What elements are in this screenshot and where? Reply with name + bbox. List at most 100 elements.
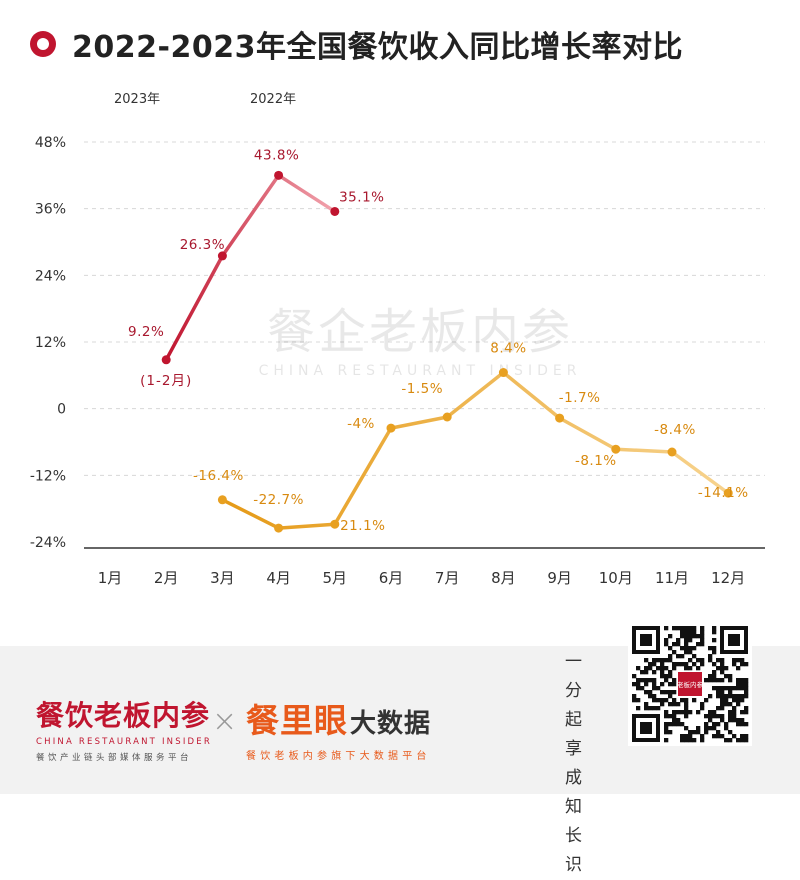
qr-module <box>708 678 713 683</box>
qr-module <box>716 714 721 719</box>
qr-module <box>700 738 705 743</box>
qr-module <box>692 698 697 703</box>
x-tick-label: 5月 <box>323 569 348 587</box>
qr-module <box>716 690 721 695</box>
qr-module <box>668 730 673 735</box>
data-point-2022 <box>555 413 565 423</box>
qr-module <box>740 682 745 687</box>
data-point-2023 <box>330 206 340 216</box>
qr-module <box>744 738 749 743</box>
qr-module <box>684 626 689 631</box>
qr-module <box>648 666 653 671</box>
share-text: 一分 起享 成知 长识 <box>565 648 615 880</box>
qr-module <box>720 666 725 671</box>
share-line: 长识 <box>565 826 594 875</box>
qr-module <box>712 638 717 643</box>
qr-module <box>672 642 677 647</box>
data-label-2022: -8.1% <box>575 453 617 469</box>
qr-module <box>668 670 673 675</box>
qr-module <box>672 714 677 719</box>
qr-module <box>664 642 669 647</box>
brand2-name: 餐里眼 <box>246 701 348 740</box>
brand-logo-canliyan: 餐里眼 大数据 餐饮老板内参旗下大数据平台 <box>246 694 431 762</box>
qr-module <box>712 722 717 727</box>
qr-module <box>724 702 729 707</box>
qr-module <box>744 662 749 667</box>
qr-module <box>684 666 689 671</box>
qr-module <box>720 694 725 699</box>
qr-logo-icon <box>678 672 702 696</box>
qr-module <box>740 734 745 739</box>
data-point-2023 <box>161 355 171 365</box>
qr-finder <box>640 634 652 646</box>
qr-module <box>652 678 657 683</box>
qr-module <box>744 722 749 727</box>
qr-module <box>736 738 741 743</box>
qr-module <box>704 722 709 727</box>
data-point-2022 <box>442 412 452 422</box>
qr-module <box>716 686 721 691</box>
qr-module <box>668 654 673 659</box>
qr-module <box>716 734 721 739</box>
data-label-2023: 43.8% <box>254 147 299 163</box>
qr-module <box>712 650 717 655</box>
qr-module <box>720 714 725 719</box>
qr-module <box>680 646 685 651</box>
y-tick-label: -24% <box>30 535 66 551</box>
qr-module <box>672 698 677 703</box>
qr-module <box>668 702 673 707</box>
qr-module <box>704 726 709 731</box>
qr-module <box>660 670 665 675</box>
data-label-2023: 26.3% <box>180 237 225 253</box>
qr-module <box>688 658 693 663</box>
qr-module <box>712 710 717 715</box>
qr-module <box>744 694 749 699</box>
x-tick-label: 8月 <box>491 569 516 587</box>
qr-module <box>696 726 701 731</box>
qr-module <box>732 686 737 691</box>
qr-module <box>644 702 649 707</box>
qr-module <box>700 642 705 647</box>
qr-module <box>708 654 713 659</box>
qr-module <box>716 666 721 671</box>
qr-module <box>672 682 677 687</box>
qr-module <box>740 678 745 683</box>
line-chart: 2023年 2022年 48% 36% 24% 12% 0 -12% -24% 1月 2月 3月 4月 5… <box>30 92 765 587</box>
qr-module <box>660 698 665 703</box>
x-tick-label: 1月 <box>98 569 123 587</box>
qr-module <box>680 626 685 631</box>
qr-module <box>740 722 745 727</box>
qr-module <box>740 662 745 667</box>
brand2-sub: 大数据 <box>350 709 432 739</box>
brand-logo-canyin: 餐饮老板内参 CHINA RESTAURANT INSIDER 餐饮产业链头部媒… <box>36 694 212 763</box>
qr-module <box>664 730 669 735</box>
x-tick-label: 10月 <box>599 569 633 587</box>
qr-module <box>676 654 681 659</box>
qr-module <box>648 678 653 683</box>
qr-module <box>680 698 685 703</box>
qr-module <box>680 654 685 659</box>
qr-module <box>736 702 741 707</box>
qr-module <box>680 722 685 727</box>
brand1-name: 餐饮老板内参 <box>36 699 211 732</box>
data-point-2022 <box>498 368 508 378</box>
qr-module <box>680 738 685 743</box>
qr-module <box>684 710 689 715</box>
qr-module <box>732 662 737 667</box>
qr-module <box>728 678 733 683</box>
qr-module <box>676 638 681 643</box>
qr-module <box>676 662 681 667</box>
qr-module <box>676 710 681 715</box>
qr-module <box>708 674 713 679</box>
qr-module <box>668 646 673 651</box>
watermark-cn: 餐企老板内参 <box>267 304 573 360</box>
qr-module <box>724 694 729 699</box>
qr-module <box>744 686 749 691</box>
qr-module <box>728 690 733 695</box>
qr-code[interactable]: 老板内参 <box>628 622 752 746</box>
qr-module <box>700 706 705 711</box>
series-line-2022 <box>220 370 730 530</box>
qr-module <box>720 690 725 695</box>
qr-module <box>668 674 673 679</box>
qr-logo-text: 老板内参 <box>677 680 704 689</box>
